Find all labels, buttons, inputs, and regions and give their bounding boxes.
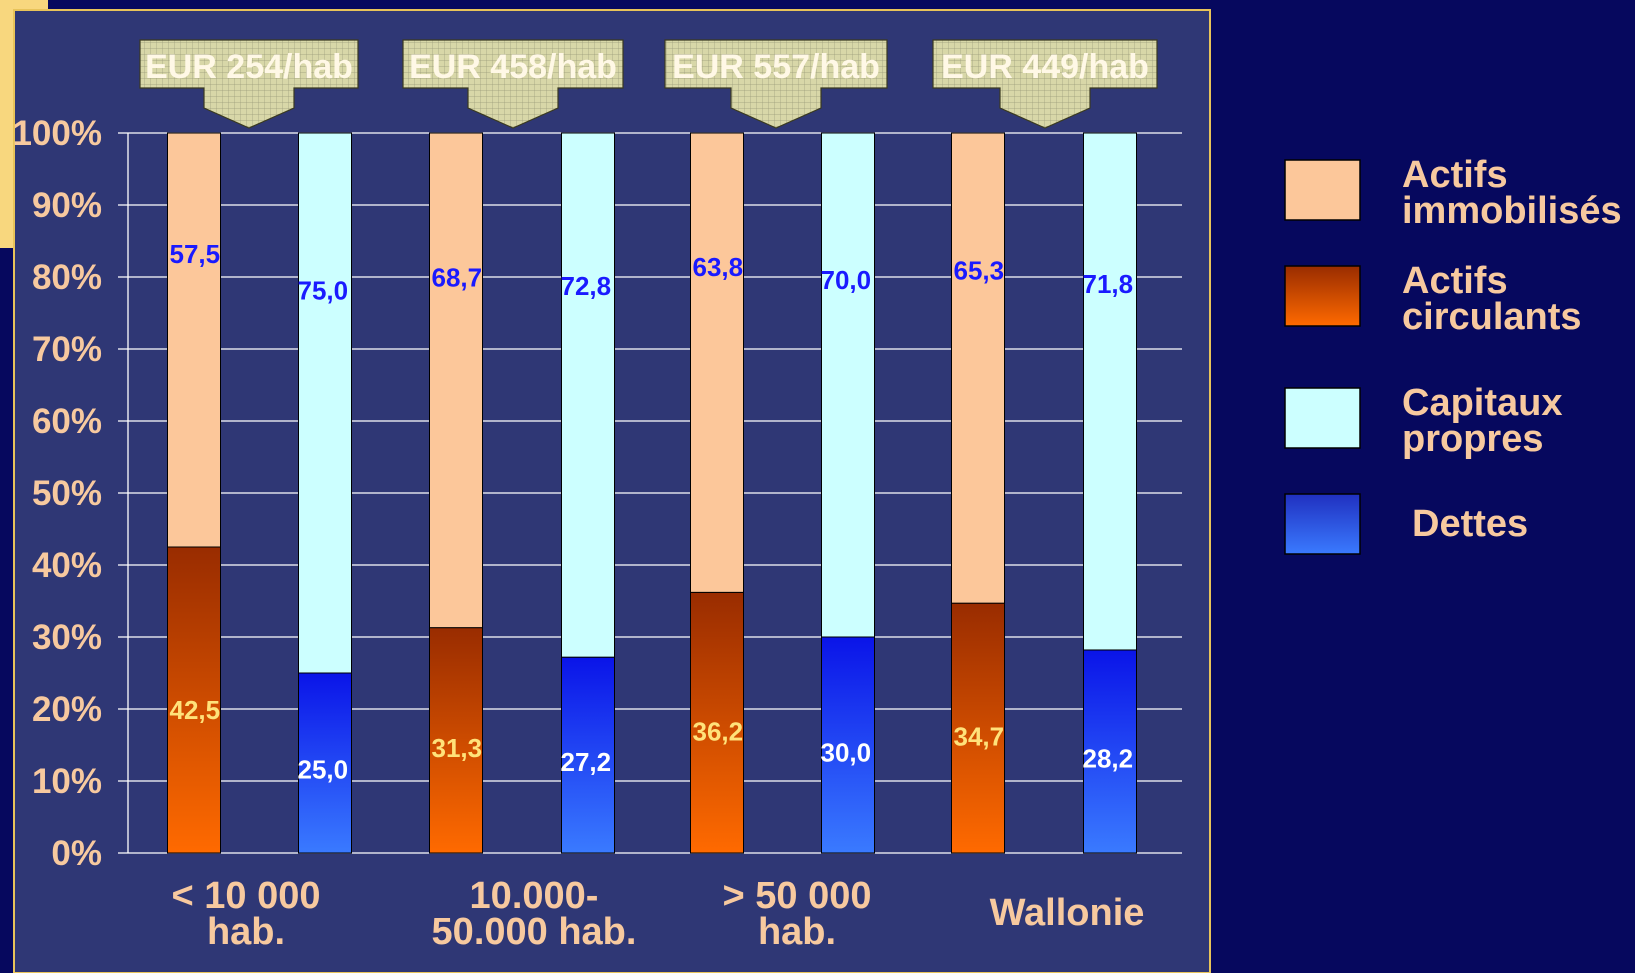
legend-label: Dettes [1412,503,1528,545]
legend-swatch [1284,493,1361,555]
value-label: 57,5 [170,239,221,269]
bar-actifs-circulants [429,627,483,854]
callout-label: EUR 254/hab [145,48,353,86]
bar-actifs-immobilises [167,132,221,548]
bar-capitaux-propres [561,132,615,658]
category-label: 10.000-50.000 hab. [432,875,637,953]
x-axis-categories: < 10 000 hab.10.000-50.000 hab.> 50 000 ha… [172,875,1145,953]
y-axis-ticks: 0% 10% 20% 30% 40% 50% 60% 70% 80% 90% 100% [12,114,102,873]
legend-label: Capitaux propres [1402,382,1562,460]
value-label: 72,8 [561,271,612,301]
legend-item-capitaux-propres: Capitaux propres [1284,382,1562,460]
bar-actifs-immobilises [429,132,483,629]
value-label: 42,5 [170,695,221,725]
bar-actifs-circulants [951,602,1005,854]
legend-label-line: Actifs [1402,154,1508,196]
header-callout: EUR 557/hab [664,39,888,129]
category-label-line: < 10 000 [172,875,321,917]
value-label: 36,2 [693,716,744,746]
value-label: 28,2 [1083,744,1134,774]
y-tick-label: 100% [12,114,102,153]
value-label: 75,0 [298,276,349,306]
bar-capitaux-propres [1083,132,1137,651]
legend-swatch [1284,265,1361,327]
bar-actifs-immobilises [690,132,744,593]
legend-label-line: circulants [1402,296,1582,338]
value-label: 71,8 [1083,269,1134,299]
value-label: 68,7 [432,262,483,292]
legend-label-line: Capitaux [1402,382,1562,424]
bar-dettes [561,656,615,854]
legend-label-line: Dettes [1412,503,1528,545]
callout-arrow-shape [932,39,1158,129]
value-label: 27,2 [561,747,612,777]
callout-label: EUR 449/hab [941,48,1149,86]
legend-label-line: propres [1402,418,1543,460]
callout-label: EUR 557/hab [672,48,880,86]
callout-arrow-shape [139,39,359,129]
callout-arrow-shape [402,39,624,129]
bar-dettes [821,636,875,854]
value-label: 30,0 [821,737,872,767]
y-tick-label: 40% [32,546,102,585]
y-tick-label: 90% [32,186,102,225]
y-tick-label: 30% [32,618,102,657]
category-label: < 10 000 hab. [172,875,321,953]
category-label-line: Wallonie [990,892,1145,934]
category-label-line: hab. [758,911,836,953]
value-label: 63,8 [693,252,744,282]
value-label: 70,0 [821,265,872,295]
bar-capitaux-propres [298,132,352,674]
bar-capitaux-propres [821,132,875,638]
callout-label: EUR 458/hab [409,48,617,86]
header-callout: EUR 449/hab [932,39,1158,129]
legend-label-line: Actifs [1402,260,1508,302]
y-tick-label: 80% [32,258,102,297]
y-tick-label: 60% [32,402,102,441]
value-label: 65,3 [954,255,1005,285]
bar-dettes [298,672,352,854]
value-labels: 42,5 57,5 25,0 75,0 31,3 68,7 27,2 72,8 36,2 63,8… [170,239,1134,784]
bar-actifs-circulants [167,546,221,854]
category-label-line: 10.000- [470,875,599,917]
callout-arrow-shape [664,39,888,129]
category-label: Wallonie [990,892,1145,934]
header-callout: EUR 254/hab [139,39,359,129]
legend-item-dettes: Dettes [1284,493,1528,555]
legend-label: Actifs circulants [1402,260,1582,338]
header-callouts: EUR 254/hab EUR 458/hab EUR 557/hab EUR 449… [139,39,1158,129]
y-tick-label: 50% [32,474,102,513]
legend-swatch [1284,159,1361,221]
y-tick-label: 70% [32,330,102,369]
category-label-line: hab. [207,911,285,953]
legend-item-actifs-circulants: Actifs circulants [1284,260,1582,338]
category-label-line: > 50 000 [723,875,872,917]
value-label: 34,7 [954,722,1005,752]
legend-label: Actifs immobilisés [1402,154,1622,232]
bars [167,132,1137,854]
value-label: 25,0 [298,754,349,784]
bar-actifs-circulants [690,591,744,854]
y-tick-label: 0% [51,834,102,873]
y-tick-label: 20% [32,690,102,729]
legend-label-line: immobilisés [1402,190,1622,232]
category-label: > 50 000 hab. [723,875,872,953]
legend-swatch [1284,387,1361,449]
y-tick-label: 10% [32,762,102,801]
header-callout: EUR 458/hab [402,39,624,129]
category-label-line: 50.000 hab. [432,911,637,953]
bar-dettes [1083,649,1137,854]
bar-actifs-immobilises [951,132,1005,604]
value-label: 31,3 [432,733,483,763]
legend-item-actifs-immobilises: Actifs immobilisés [1284,154,1622,232]
